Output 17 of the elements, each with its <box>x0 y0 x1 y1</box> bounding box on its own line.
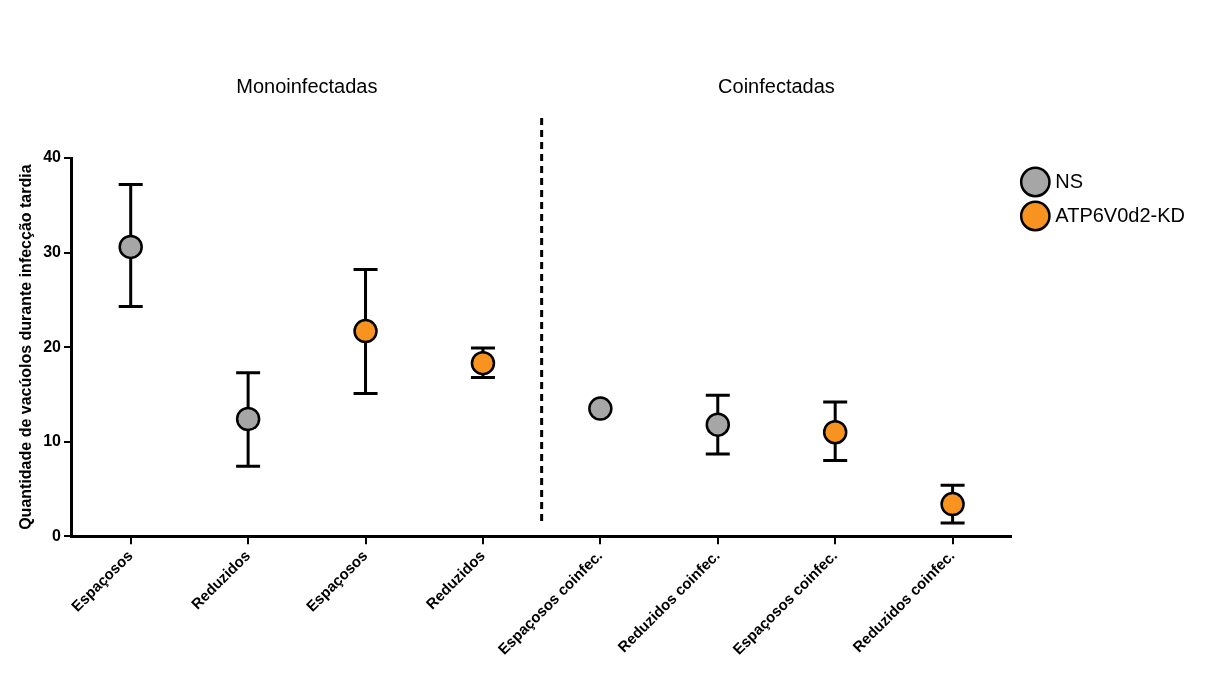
y-tick-label: 30 <box>43 242 62 260</box>
y-tick-label: 0 <box>52 526 62 544</box>
y-axis-title: Quantidade de vacúolos durante infecção tardia <box>17 164 35 530</box>
point <box>118 234 143 260</box>
point <box>588 396 613 421</box>
text: Coinfectadas <box>718 75 835 97</box>
point <box>235 406 261 432</box>
legend-label: NS <box>1055 169 1084 192</box>
point <box>822 419 848 445</box>
y-tick-label: 20 <box>43 337 62 355</box>
point <box>705 412 731 437</box>
y-tick-label: 40 <box>43 148 62 166</box>
text: Monoinfectadas <box>236 75 378 97</box>
legend-label: ATP6V0d2-KD <box>1055 203 1185 226</box>
point <box>353 318 378 344</box>
point <box>940 491 965 517</box>
y-tick-label: 10 <box>43 432 62 450</box>
